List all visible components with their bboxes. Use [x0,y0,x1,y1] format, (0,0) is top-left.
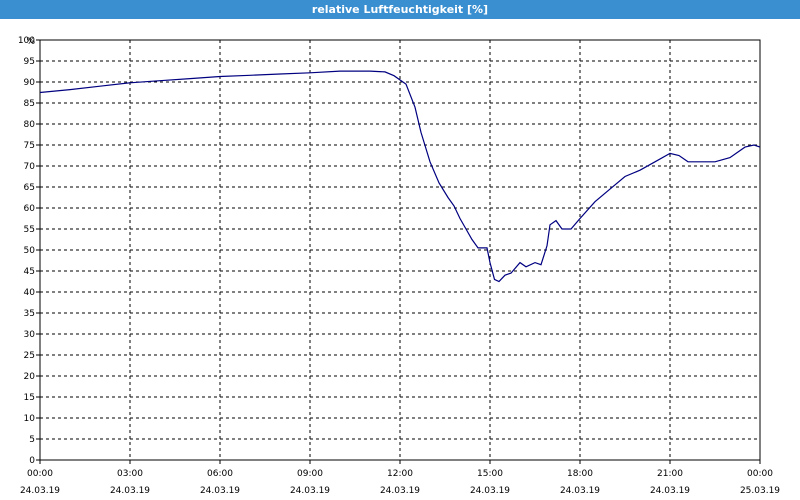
y-tick-label: 0 [29,456,35,466]
x-tick-time: 15:00 [477,469,503,479]
x-tick-time: 09:00 [297,469,323,479]
y-tick-label: 35 [24,309,35,319]
x-tick-date: 24.03.19 [560,486,600,496]
x-tick-date: 25.03.19 [740,486,780,496]
x-tick-time: 03:00 [117,469,143,479]
x-axis: 00:00 24.03.19 03:00 24.03.19 06:00 24.03.19 0… [20,460,780,496]
x-tick-time: 12:00 [387,469,413,479]
grid [40,40,760,460]
y-tick-label: 45 [24,267,35,277]
x-tick-date: 24.03.19 [290,486,330,496]
y-tick-label: 80 [24,120,36,130]
y-tick-label: 15 [24,393,35,403]
y-tick-label: 65 [24,183,35,193]
chart-title: relative Luftfeuchtigkeit [%] [0,0,800,19]
y-tick-label: 95 [24,57,35,67]
y-tick-label: 50 [24,246,36,256]
x-tick-date: 24.03.19 [470,486,510,496]
y-tick-label: 10 [24,414,36,424]
y-tick-label: 75 [24,141,35,151]
x-tick-date: 24.03.19 [380,486,420,496]
y-tick-label: 85 [24,99,35,109]
y-tick-label: 60 [24,204,36,214]
y-tick-label: 70 [24,162,36,172]
y-tick-label: 30 [24,330,36,340]
series-line-humidity [39,70,761,283]
y-tick-label: 90 [24,78,36,88]
y-tick-label: 5 [29,435,35,445]
y-tick-label: 100 [18,36,35,46]
series-group [39,70,761,283]
y-tick-label: 20 [24,372,36,382]
y-axis-label: % [26,37,35,47]
x-tick-time: 00:00 [747,469,773,479]
y-tick-label: 55 [24,225,35,235]
y-tick-label: 25 [24,351,35,361]
x-tick-date: 24.03.19 [650,486,690,496]
x-tick-time: 18:00 [567,469,593,479]
x-tick-time: 21:00 [657,469,683,479]
x-tick-date: 24.03.19 [110,486,150,496]
y-tick-label: 40 [24,288,36,298]
y-axis: 0 5 10 15 20 25 30 35 40 45 50 55 60 65 70 75 80 85 90 95 10… [18,36,40,466]
x-tick-date: 24.03.19 [200,486,240,496]
x-tick-date: 24.03.19 [20,486,60,496]
x-tick-time: 06:00 [207,469,233,479]
x-tick-time: 00:00 [27,469,53,479]
